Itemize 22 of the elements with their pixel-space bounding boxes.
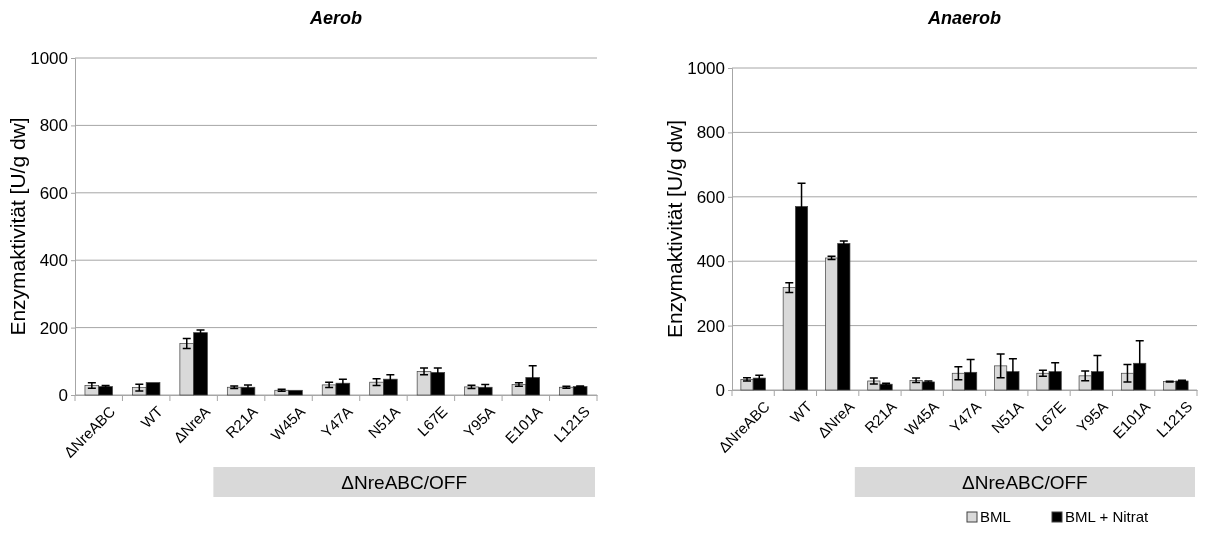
text: ΔNreABC/OFF	[341, 472, 468, 493]
y-tick-label: 400	[696, 252, 725, 272]
y-tick-label: 0	[58, 385, 68, 405]
y-tick-label: 600	[696, 187, 725, 207]
y-tick-label: 0	[715, 380, 725, 400]
legend-label: BML	[980, 508, 1011, 525]
y-tick-label: 400	[39, 251, 68, 271]
chart-title: Anaerob	[926, 8, 1002, 28]
y-tick-label: 600	[39, 183, 68, 203]
y-tick-label: 200	[39, 318, 68, 338]
y-axis-title: Enzymaktivität [U/g dw]	[663, 119, 686, 339]
text: ΔNreABC/OFF	[962, 472, 1088, 493]
y-tick-label: 1000	[30, 48, 68, 68]
x-tick-label: WT	[137, 402, 166, 432]
y-tick-label: 800	[696, 123, 725, 143]
y-tick-label: 200	[696, 316, 725, 336]
y-tick-label: 800	[39, 116, 68, 136]
y-axis-title: Enzymaktivität [U/g dw]	[6, 117, 29, 336]
y-tick-label: 1000	[687, 58, 725, 78]
chart-title: Aerob	[308, 8, 363, 28]
x-tick-label: WT	[786, 397, 816, 427]
legend-label: BML + Nitrat	[1065, 508, 1150, 525]
